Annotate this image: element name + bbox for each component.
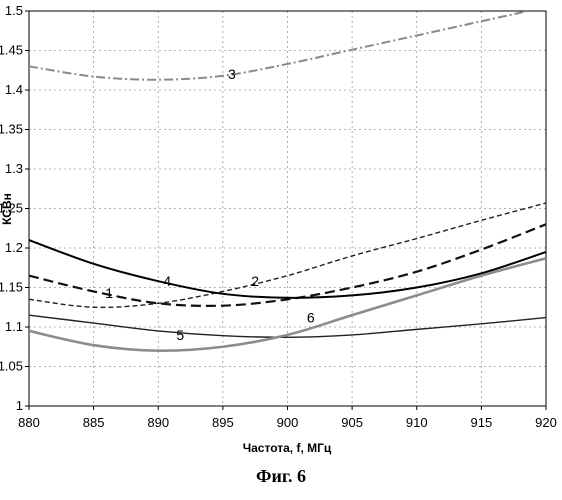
ksvn-frequency-chart: 11.051.11.151.21.251.31.351.41.451.5 880… <box>0 0 562 460</box>
curve-label-4: 4 <box>163 273 171 289</box>
x-tick-label: 895 <box>212 415 234 430</box>
y-tick-label: 1.1 <box>5 319 23 334</box>
curve-label-6: 6 <box>307 310 315 326</box>
y-axis-title: КСВн <box>0 193 14 225</box>
y-tick-label: 1.35 <box>0 122 23 137</box>
curve-label-5: 5 <box>176 327 184 343</box>
curve-label-3: 3 <box>228 66 236 82</box>
x-tick-label: 910 <box>406 415 428 430</box>
y-tick-label: 1.15 <box>0 280 23 295</box>
x-tick-label: 900 <box>277 415 299 430</box>
x-tick-label: 880 <box>18 415 40 430</box>
curve-label-1: 1 <box>105 285 113 301</box>
x-tick-label: 890 <box>147 415 169 430</box>
x-tick-label: 885 <box>83 415 105 430</box>
y-tick-label: 1.2 <box>5 240 23 255</box>
x-tick-labels: 880 885 890 895 900 905 910 915 920 <box>18 406 557 430</box>
x-axis-title: Частота, f, МГц <box>243 441 332 455</box>
y-tick-label: 1.3 <box>5 161 23 176</box>
y-tick-label: 1.45 <box>0 43 23 58</box>
y-tick-label: 1 <box>16 398 23 413</box>
curve-label-2: 2 <box>251 273 259 289</box>
y-tick-label: 1.5 <box>5 3 23 18</box>
x-tick-label: 920 <box>535 415 557 430</box>
x-tick-label: 915 <box>471 415 493 430</box>
y-tick-label: 1.4 <box>5 82 23 97</box>
x-tick-label: 905 <box>341 415 363 430</box>
y-tick-label: 1.05 <box>0 359 23 374</box>
figure-caption: Фиг. 6 <box>0 466 562 487</box>
